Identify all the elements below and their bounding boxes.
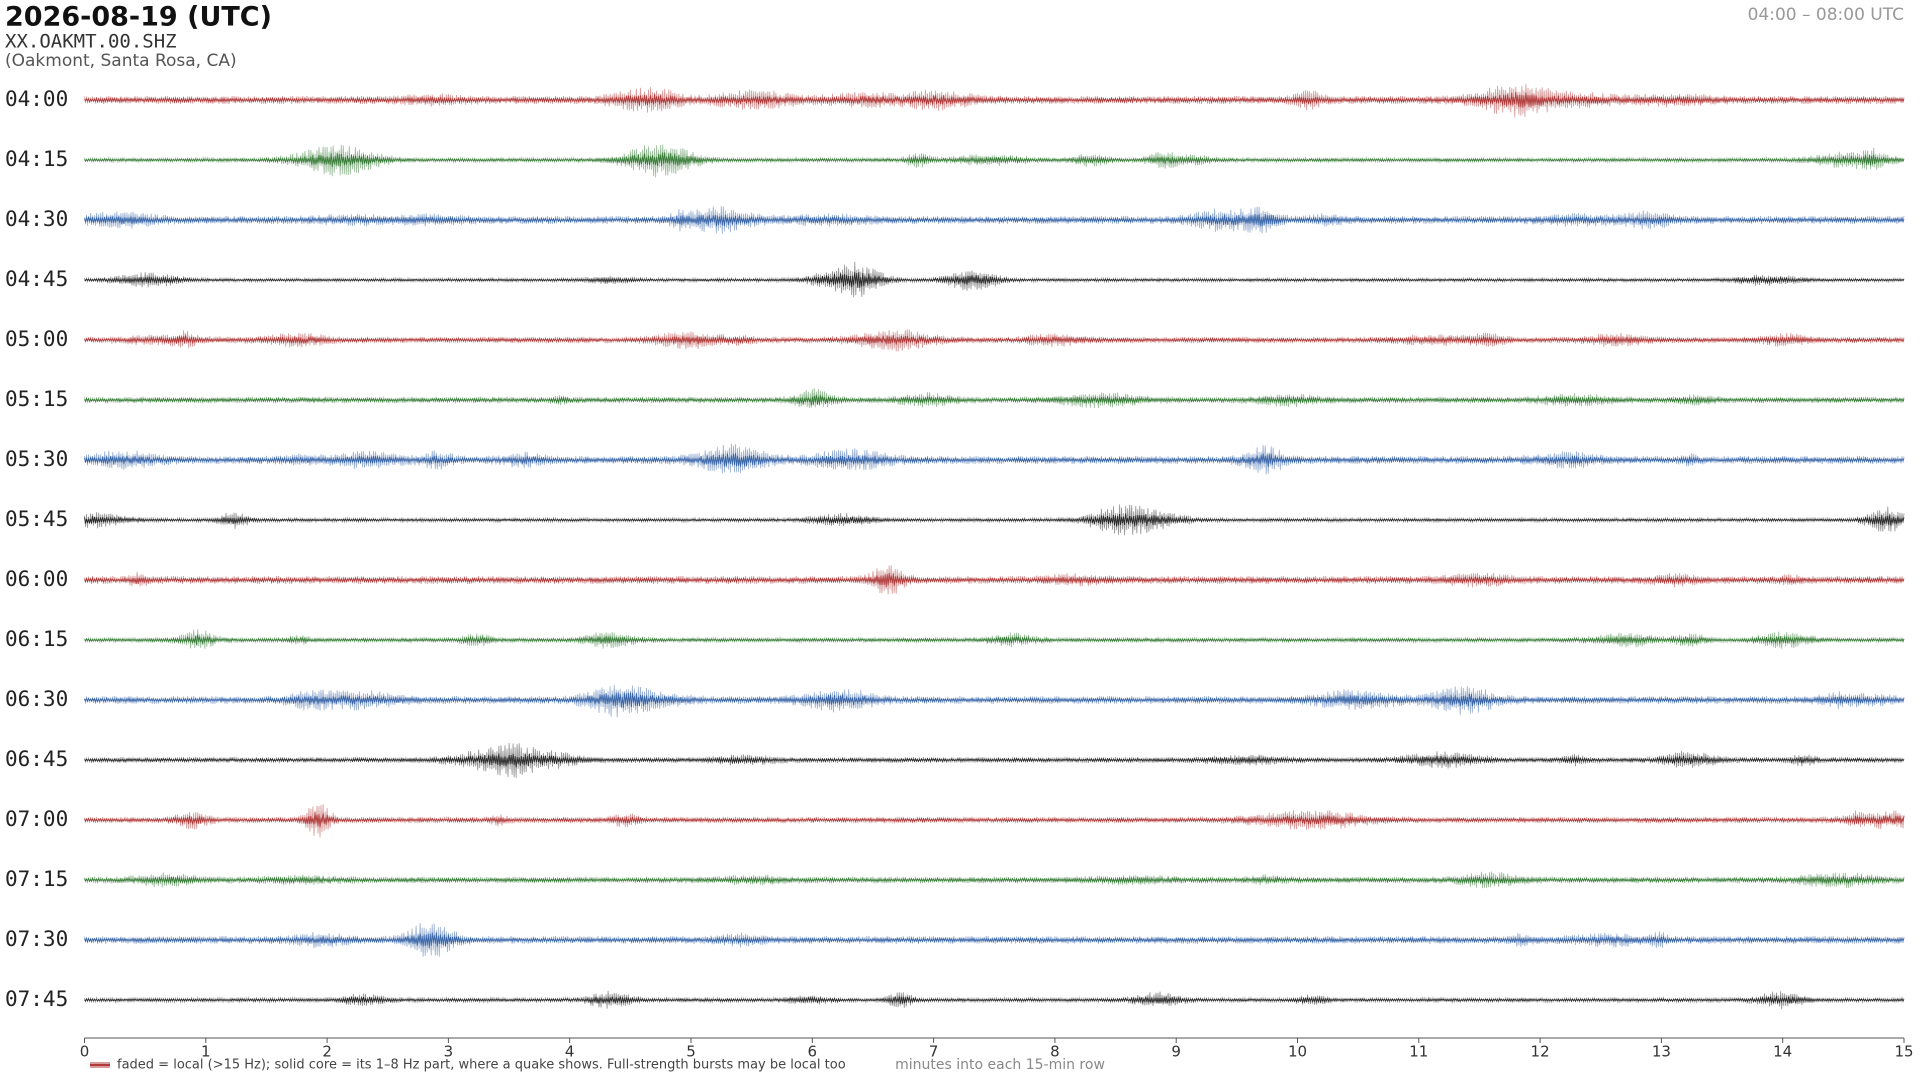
trace-core	[84, 152, 1905, 168]
row-label: 07:00	[5, 807, 68, 831]
x-tick-label: 10	[1288, 1043, 1307, 1061]
x-tick-label: 12	[1531, 1043, 1550, 1061]
trace-faded	[84, 804, 1905, 838]
x-tick-label: 15	[1894, 1043, 1913, 1061]
trace-core	[84, 335, 1905, 345]
row-label: 06:15	[5, 627, 68, 651]
trace-core	[84, 875, 1905, 885]
row-label: 06:45	[5, 747, 68, 771]
row-label: 05:00	[5, 327, 68, 351]
legend-text: faded = local (>15 Hz); solid core = its…	[117, 1058, 846, 1073]
row-label: 04:30	[5, 207, 68, 231]
trace-core	[84, 272, 1905, 288]
trace-core	[84, 213, 1905, 227]
x-tick-label: 7	[929, 1043, 939, 1061]
row-label: 05:45	[5, 507, 68, 531]
trace-core	[84, 92, 1905, 108]
trace-faded	[84, 144, 1905, 178]
trace-core	[84, 513, 1905, 527]
x-tick-label: 4	[565, 1043, 575, 1061]
trace-core	[84, 812, 1905, 828]
x-tick-label: 14	[1773, 1043, 1792, 1061]
chart-title: 2026-08-19 (UTC)	[5, 2, 272, 33]
row-label: 06:30	[5, 687, 68, 711]
time-range: 04:00 – 08:00 UTC	[1748, 5, 1904, 25]
x-tick-label: 0	[80, 1043, 90, 1061]
trace-core	[84, 995, 1905, 1005]
trace-core	[84, 753, 1905, 768]
station: XX.OAKMT.00.SHZ	[5, 31, 177, 53]
legend-swatch-core	[90, 1064, 110, 1066]
row-label: 07:15	[5, 867, 68, 891]
x-tick-label: 6	[808, 1043, 818, 1061]
x-tick-label: 1	[201, 1043, 211, 1061]
row-label: 04:00	[5, 87, 68, 111]
x-tick-label: 9	[1171, 1043, 1181, 1061]
row-label: 06:00	[5, 567, 68, 591]
row-label: 07:30	[5, 927, 68, 951]
trace-core	[84, 453, 1905, 467]
trace-core	[84, 932, 1905, 949]
trace-faded	[84, 504, 1905, 536]
row-label: 04:45	[5, 267, 68, 291]
row-label: 05:30	[5, 447, 68, 471]
x-tick-label: 3	[444, 1043, 454, 1061]
x-tick-label: 11	[1409, 1043, 1428, 1061]
x-tick-label: 5	[686, 1043, 696, 1061]
trace-faded	[84, 742, 1905, 779]
row-label: 04:15	[5, 147, 68, 171]
location: (Oakmont, Santa Rosa, CA)	[5, 51, 237, 71]
x-tick-label: 13	[1652, 1043, 1671, 1061]
trace-core	[84, 692, 1905, 708]
x-tick-label: 8	[1050, 1043, 1060, 1061]
trace-core	[84, 573, 1905, 588]
trace-core	[84, 394, 1905, 406]
row-label: 07:45	[5, 987, 68, 1011]
x-tick-label: 2	[322, 1043, 332, 1061]
trace-core	[84, 634, 1905, 646]
x-axis-label: minutes into each 15-min row	[895, 1057, 1105, 1073]
row-label: 05:15	[5, 387, 68, 411]
trace-faded	[84, 83, 1905, 118]
trace-faded	[84, 685, 1905, 718]
